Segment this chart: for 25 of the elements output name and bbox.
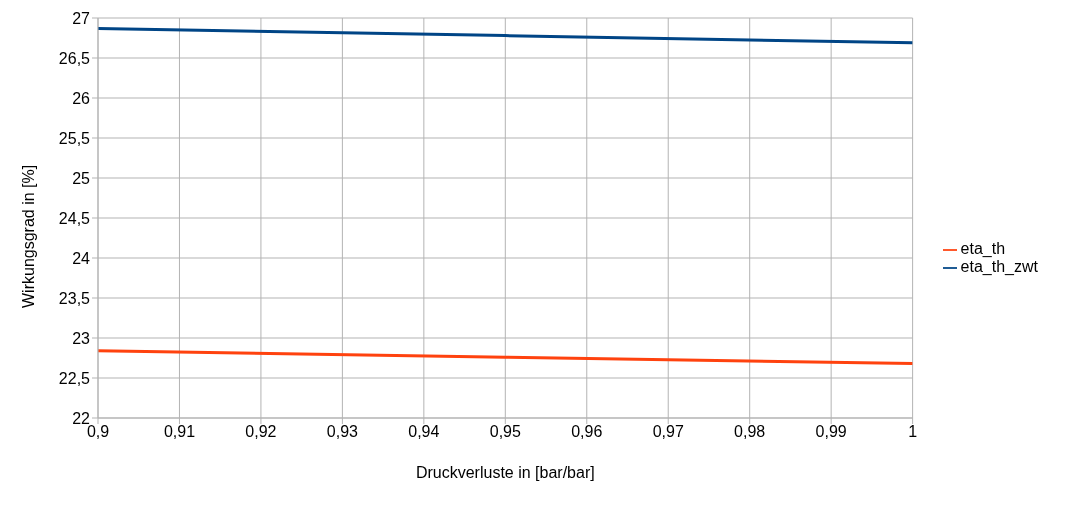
y-tick-label: 26 xyxy=(72,89,91,107)
x-tick-label: 0,92 xyxy=(245,423,277,441)
x-tick-label: 0,98 xyxy=(734,423,766,441)
x-tick-label: 1 xyxy=(908,423,918,441)
x-tick-label: 0,9 xyxy=(86,423,110,441)
x-tick-label: 0,95 xyxy=(489,423,521,441)
x-tick-label: 0,97 xyxy=(652,423,684,441)
y-tick-label: 23 xyxy=(72,329,91,347)
x-tick-label: 0,96 xyxy=(571,423,603,441)
y-tick-label: 26,5 xyxy=(58,49,91,67)
x-tick-label: 0,99 xyxy=(815,423,847,441)
y-tick-label: 25,5 xyxy=(58,129,91,147)
legend-label: eta_th_zwt xyxy=(960,258,1038,275)
y-tick-label: 24 xyxy=(72,249,91,267)
x-tick-label: 0,93 xyxy=(326,423,359,441)
y-tick-label: 22,5 xyxy=(58,369,91,387)
x-tick-label: 0,91 xyxy=(163,423,196,441)
x-axis-title: Druckverluste in [bar/bar] xyxy=(415,464,595,481)
legend-label: eta_th xyxy=(960,240,1006,257)
x-tick-label: 0,94 xyxy=(408,423,440,441)
y-tick-label: 23,5 xyxy=(58,289,91,307)
y-axis-title: Wirkungsgrad in [%] xyxy=(19,164,37,308)
y-tick-label: 24,5 xyxy=(58,209,91,227)
y-tick-label: 25 xyxy=(72,169,91,187)
y-tick-label: 27 xyxy=(72,9,91,27)
